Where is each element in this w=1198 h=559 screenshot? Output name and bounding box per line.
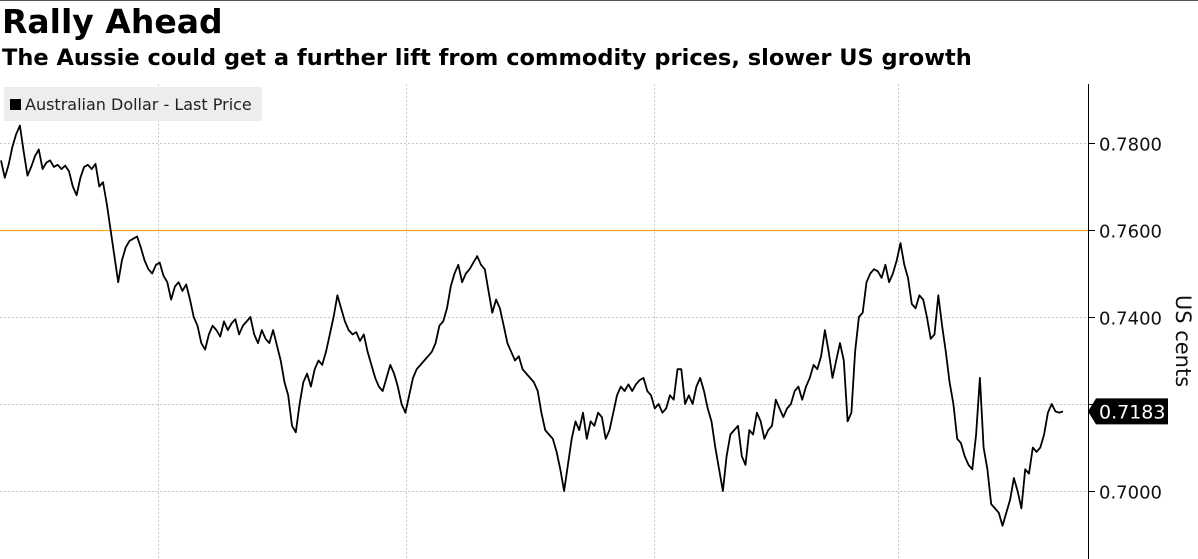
last-price-tag-bg xyxy=(1088,398,1168,425)
y-tick-label: 0.7600 xyxy=(1099,222,1162,243)
y-tick-label: 0.7400 xyxy=(1099,309,1162,330)
legend-swatch xyxy=(10,98,21,110)
last-price-tag: 0.7183 xyxy=(1088,398,1168,425)
series-line xyxy=(0,124,1064,527)
chart-title: Rally Ahead xyxy=(2,2,223,41)
y-axis-title: US cents xyxy=(1171,295,1195,387)
legend: Australian Dollar - Last Price xyxy=(4,87,262,121)
chart-subtitle: The Aussie could get a further lift from… xyxy=(2,45,972,71)
legend-label: Australian Dollar - Last Price xyxy=(25,94,252,114)
series-layer xyxy=(0,124,1064,527)
y-tick-label: 0.7800 xyxy=(1099,135,1162,156)
last-price-label: 0.7183 xyxy=(1099,401,1165,423)
grid-layer xyxy=(0,84,1088,559)
y-tick-label: 0.7000 xyxy=(1099,483,1162,504)
